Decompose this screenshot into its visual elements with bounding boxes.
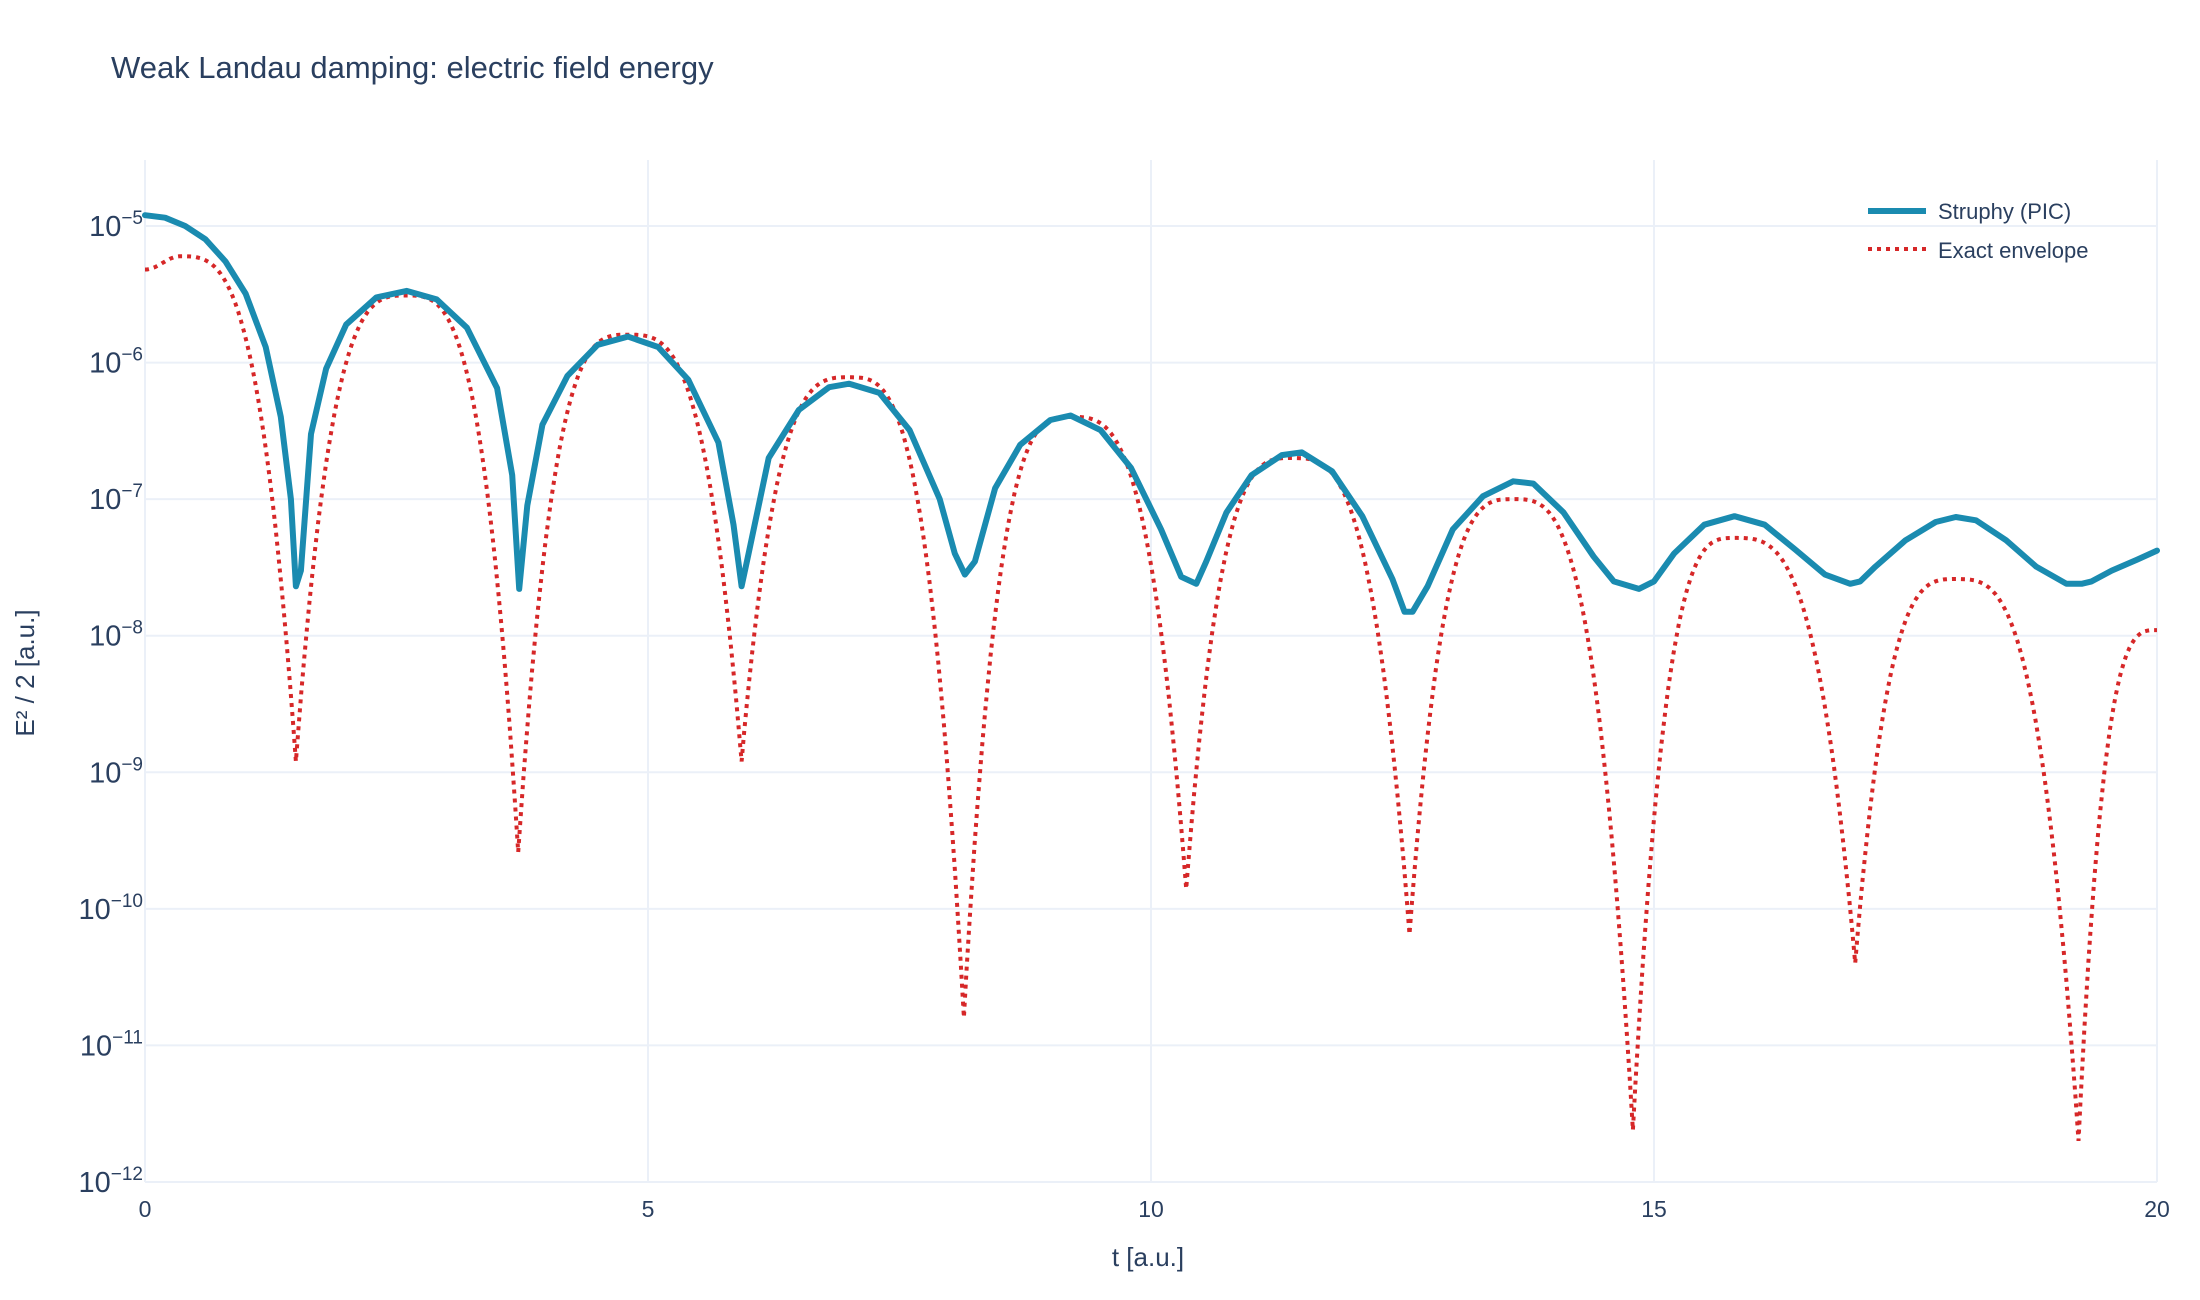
- legend-label-exact[interactable]: Exact envelope: [1938, 238, 2088, 263]
- y-tick-labels: 10−5 10−6 10−7 10−8 10−9 10−10 10−11 10−12: [79, 208, 144, 1199]
- series-struphy-pic: [142, 212, 2160, 615]
- grid: [144, 160, 2158, 1183]
- series-layer: [142, 212, 2160, 1142]
- y-axis-title: E² / 2 [a.u.]: [10, 609, 40, 736]
- y-tick-label-1: 10−6: [89, 345, 143, 380]
- chart-title: Weak Landau damping: electric field ener…: [111, 50, 714, 85]
- y-tick-label-2: 10−7: [89, 481, 143, 516]
- y-tick-label-3: 10−8: [89, 618, 143, 653]
- x-tick-label-0: 0: [139, 1196, 152, 1222]
- x-axis-title: t [a.u.]: [1112, 1242, 1184, 1272]
- legend: Struphy (PIC) Exact envelope: [1868, 199, 2088, 263]
- legend-label-pic[interactable]: Struphy (PIC): [1938, 199, 2071, 224]
- y-tick-label-0: 10−5: [89, 208, 143, 243]
- y-tick-label-5: 10−10: [79, 891, 144, 926]
- x-tick-label-2: 10: [1138, 1196, 1164, 1222]
- x-tick-label-1: 5: [642, 1196, 655, 1222]
- y-tick-label-4: 10−9: [89, 754, 143, 789]
- x-tick-label-4: 20: [2144, 1196, 2170, 1222]
- x-tick-labels: 0 5 10 15 20: [139, 1196, 2170, 1222]
- y-tick-label-7: 10−12: [79, 1164, 144, 1199]
- y-tick-label-6: 10−11: [80, 1027, 143, 1062]
- x-tick-label-3: 15: [1641, 1196, 1667, 1222]
